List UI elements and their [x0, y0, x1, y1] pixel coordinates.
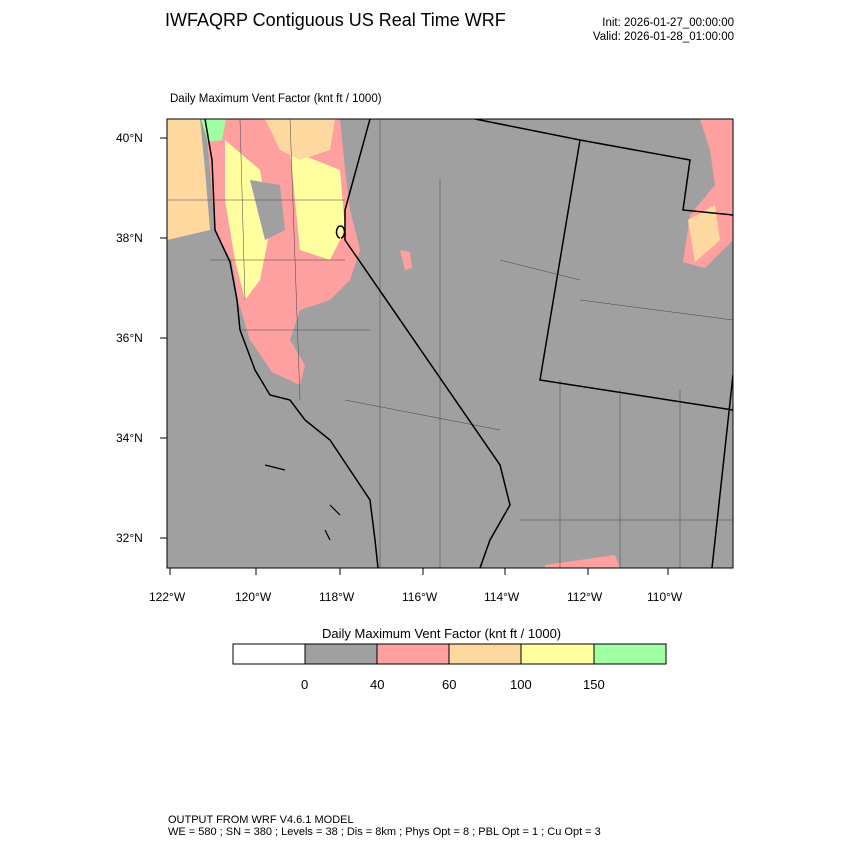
lon-label: 120°W — [235, 590, 272, 604]
colorbar-bin-above-150 — [593, 643, 667, 665]
borders — [167, 119, 733, 568]
init-time: Init: 2026-01-27_00:00:00 — [602, 17, 734, 29]
colorbar-label: 100 — [510, 677, 532, 692]
colorbar-label: 40 — [370, 677, 385, 692]
colorbar-bin-60-100 — [448, 643, 522, 665]
colorbar-bin-100-150 — [520, 643, 595, 665]
colorbar — [232, 643, 667, 665]
map-frame — [166, 118, 734, 569]
lat-label: 32°N — [116, 531, 143, 545]
page-title: IWFAQRP Contiguous US Real Time WRF — [165, 10, 506, 30]
lon-label: 118°W — [319, 590, 355, 604]
colorbar-label: 150 — [583, 677, 605, 692]
lon-label: 114°W — [484, 590, 520, 604]
colorbar-bin-below-0 — [232, 643, 306, 665]
lon-label: 110°W — [647, 590, 683, 604]
map-subtitle: Daily Maximum Vent Factor (knt ft / 1000… — [170, 93, 382, 105]
lat-label: 38°N — [116, 231, 143, 245]
lat-label: 36°N — [116, 331, 143, 345]
colorbar-label: 60 — [442, 677, 457, 692]
footer-model: OUTPUT FROM WRF V4.6.1 MODEL — [168, 814, 354, 826]
lon-label: 122°W — [149, 590, 186, 604]
colorbar-title: Daily Maximum Vent Factor (knt ft / 1000… — [322, 626, 562, 641]
lat-label: 40°N — [116, 131, 143, 145]
lon-label: 116°W — [402, 590, 438, 604]
colorbar-bin-40-60 — [376, 643, 450, 665]
lon-label: 112°W — [567, 590, 603, 604]
colorbar-label: 0 — [301, 677, 309, 692]
lat-label: 34°N — [116, 431, 143, 445]
valid-time: Valid: 2026-01-28_01:00:00 — [592, 31, 734, 43]
footer-config: WE = 580 ; SN = 380 ; Levels = 38 ; Dis … — [168, 826, 601, 838]
colorbar-bin-0-40 — [304, 643, 378, 665]
